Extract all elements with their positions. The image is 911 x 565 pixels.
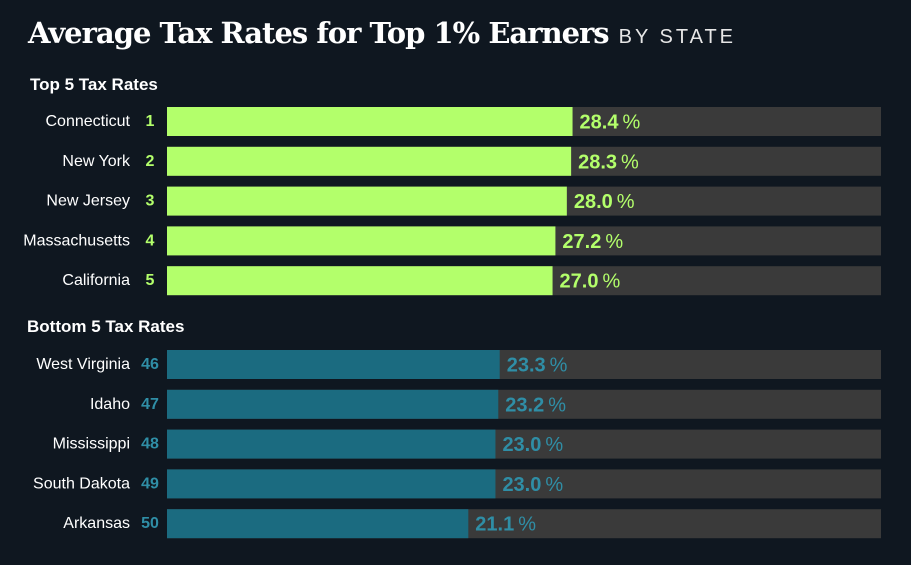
- state-label: Massachusetts: [23, 232, 130, 249]
- state-label: Idaho: [90, 396, 130, 413]
- section-title-bottom: Bottom 5 Tax Rates: [27, 317, 185, 336]
- state-label: Arkansas: [63, 515, 130, 532]
- rank-label: 48: [141, 436, 159, 453]
- bar: [167, 266, 553, 296]
- rank-label: 49: [141, 475, 159, 492]
- bar: [167, 186, 567, 216]
- value-label: 23.3%: [507, 355, 568, 377]
- section-title-top: Top 5 Tax Rates: [30, 75, 158, 94]
- state-label: New Jersey: [46, 193, 130, 210]
- bar: [167, 146, 572, 176]
- bar: [167, 350, 500, 379]
- value-label: 27.0%: [560, 271, 621, 293]
- value-label: 28.0%: [574, 191, 635, 213]
- chart-subtitle: BY STATE: [618, 26, 736, 48]
- state-label: Connecticut: [46, 113, 131, 130]
- value-label: 27.2%: [562, 231, 623, 253]
- value-label: 23.0%: [502, 474, 563, 496]
- rank-label: 3: [146, 193, 155, 210]
- chart-title: Average Tax Rates for Top 1% Earners: [28, 16, 610, 50]
- bar: [167, 389, 499, 419]
- bar: [167, 226, 556, 256]
- state-label: Mississippi: [53, 436, 130, 453]
- bar: [167, 509, 469, 539]
- rank-label: 4: [146, 232, 155, 249]
- rank-label: 2: [146, 153, 155, 170]
- state-label: New York: [62, 153, 131, 170]
- value-label: 21.1%: [475, 514, 536, 536]
- rank-label: 5: [146, 272, 155, 289]
- value-label: 28.4%: [580, 112, 641, 134]
- value-label: 23.0%: [502, 434, 563, 456]
- bar: [167, 469, 496, 499]
- state-label: West Virginia: [36, 356, 130, 373]
- state-label: South Dakota: [33, 475, 130, 492]
- rank-label: 46: [141, 356, 159, 373]
- rank-label: 1: [146, 113, 155, 130]
- state-label: California: [62, 272, 130, 289]
- rank-label: 47: [141, 396, 159, 413]
- chart-title-row: Average Tax Rates for Top 1% Earners BY S…: [28, 16, 736, 50]
- bar: [167, 429, 496, 459]
- bar: [167, 107, 573, 136]
- value-label: 23.2%: [505, 394, 566, 416]
- rank-label: 50: [141, 515, 159, 532]
- value-label: 28.3%: [578, 151, 639, 173]
